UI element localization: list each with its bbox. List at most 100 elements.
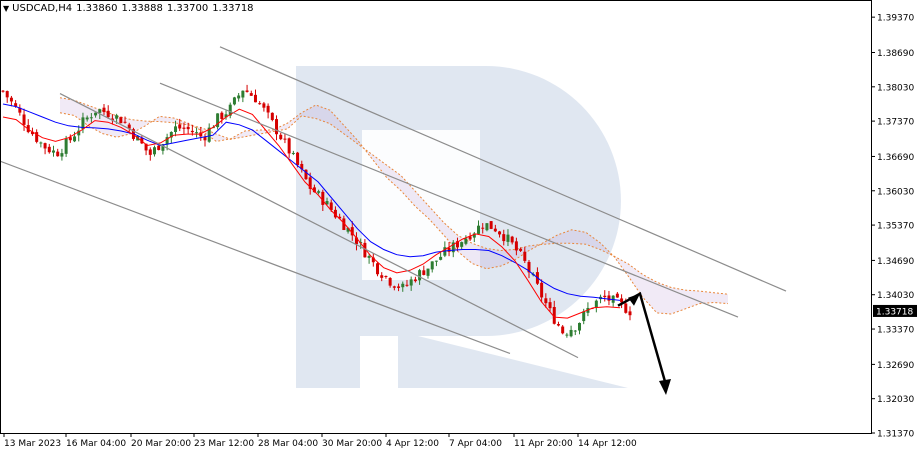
candle-body — [43, 143, 47, 149]
y-tick-label: 1.38690 — [877, 49, 914, 59]
close-value: 1.33718 — [212, 3, 254, 14]
trend-line — [59, 93, 579, 359]
candle-body — [321, 191, 325, 205]
candle-body — [493, 228, 497, 232]
candle — [510, 235, 514, 245]
candle — [556, 321, 560, 327]
candle — [325, 197, 329, 205]
x-tick-label: 30 Mar 20:00 — [322, 439, 382, 449]
candle — [514, 237, 518, 256]
candle-body — [527, 261, 531, 273]
candle-body — [5, 91, 9, 98]
candle-body — [18, 107, 22, 113]
candle-body — [317, 191, 321, 193]
candle-body — [241, 90, 245, 98]
candle — [468, 232, 472, 241]
candle — [51, 145, 55, 157]
candle-body — [165, 137, 169, 145]
candle-body — [620, 298, 624, 303]
candle-body — [506, 234, 510, 242]
candle — [540, 279, 544, 303]
candle — [401, 281, 405, 292]
candle-body — [540, 282, 544, 298]
candle — [607, 290, 611, 306]
candle — [460, 241, 464, 250]
candle — [203, 133, 207, 147]
candle — [434, 260, 438, 267]
candle — [371, 253, 375, 267]
candle-body — [468, 236, 472, 240]
trend-line — [0, 160, 511, 355]
candle-body — [392, 286, 396, 288]
candle-body — [578, 322, 582, 331]
candle — [249, 90, 253, 97]
candle-body — [548, 302, 552, 309]
candle — [56, 148, 60, 157]
x-tick-label: 23 Mar 12:00 — [194, 439, 254, 449]
candle — [232, 96, 236, 106]
candle-body — [270, 112, 274, 121]
candle — [519, 247, 523, 252]
candle-body — [413, 279, 417, 282]
forecast-arrow-head-top — [628, 293, 640, 306]
x-tick-label: 13 Mar 2023 — [4, 439, 61, 449]
x-tick-label: 16 Mar 04:00 — [66, 439, 126, 449]
candle — [186, 122, 190, 135]
candle — [439, 252, 443, 261]
candle-body — [363, 242, 367, 258]
trend-lines — [0, 46, 787, 359]
candle-body — [148, 149, 152, 155]
candle — [376, 262, 380, 277]
dropdown-triangle-icon[interactable]: ▼ — [3, 4, 10, 13]
candle — [300, 160, 304, 173]
candle-body — [552, 306, 556, 324]
candle-body — [1, 90, 5, 92]
candle — [502, 229, 506, 246]
candle — [18, 104, 22, 116]
y-tick-label: 1.36690 — [877, 153, 914, 163]
candle — [228, 102, 232, 119]
candle-body — [510, 236, 514, 243]
candle — [270, 112, 274, 122]
y-tick-label: 1.33370 — [877, 326, 914, 336]
candle-body — [594, 300, 598, 308]
candle — [523, 246, 527, 264]
candle — [333, 206, 337, 219]
price-axis: 1.39370 1.38690 1.38030 1.37370 1.36690 1.360… — [871, 14, 917, 440]
candle-body — [224, 114, 228, 118]
candle — [110, 114, 114, 125]
candle-body — [190, 130, 194, 133]
candle-body — [199, 132, 203, 137]
symbol-label: USDCAD,H4 — [12, 3, 73, 14]
candle — [152, 145, 156, 157]
candle-body — [253, 94, 257, 103]
candle-body — [333, 209, 337, 218]
candle — [73, 131, 77, 143]
candle-body — [556, 324, 560, 326]
candle — [148, 147, 152, 161]
candle-body — [430, 261, 434, 270]
candle-body — [354, 237, 358, 245]
candle-body — [102, 107, 106, 113]
chart-frame — [0, 0, 872, 434]
candle-body — [182, 127, 186, 129]
candle-body — [376, 263, 380, 275]
candle-body — [249, 93, 253, 96]
candle-body — [405, 284, 409, 286]
candle-body — [174, 126, 178, 133]
candle — [548, 297, 552, 312]
candle — [489, 221, 493, 230]
candle — [350, 221, 354, 241]
candle-body — [127, 124, 131, 129]
candle-body — [367, 256, 371, 258]
candle-body — [628, 311, 632, 316]
y-tick-label: 1.37370 — [877, 118, 914, 128]
candle — [380, 272, 384, 282]
candle — [47, 143, 51, 154]
candle — [275, 115, 279, 141]
candle-body — [68, 137, 72, 141]
candle — [106, 105, 110, 119]
y-tick-label: 1.35370 — [877, 222, 914, 232]
candle-body — [110, 118, 114, 121]
